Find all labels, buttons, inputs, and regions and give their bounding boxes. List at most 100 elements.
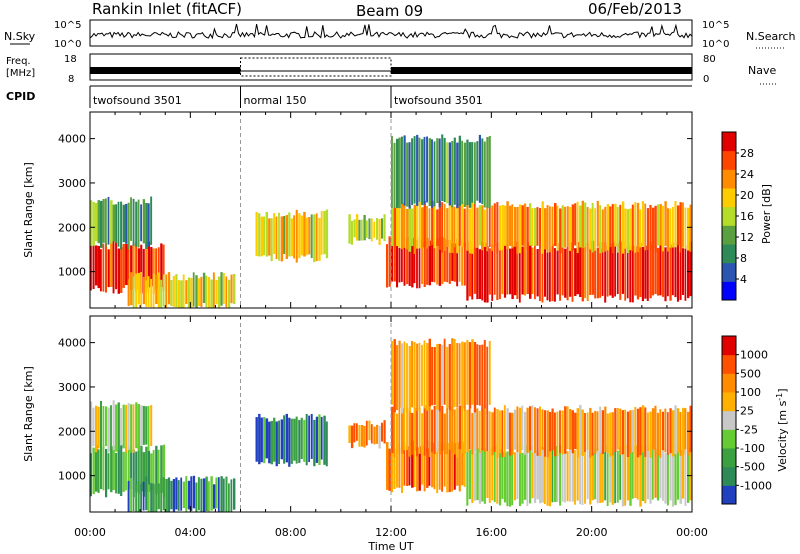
echo-column [531, 247, 534, 294]
velocity-colorbar-title: Velocity [m s-1] [775, 388, 789, 471]
echo-column [443, 137, 446, 202]
echo-column [669, 450, 672, 501]
echo-column [436, 209, 439, 246]
echo-column [493, 446, 496, 503]
echo-column [644, 451, 647, 504]
colorbar-swatch [722, 281, 736, 301]
echo-column [493, 407, 496, 452]
echo-column [117, 201, 120, 247]
power-heatmap-cells [90, 112, 692, 308]
echo-column [350, 220, 353, 245]
echo-column [619, 204, 622, 249]
echo-column [626, 411, 630, 457]
echo-column [150, 483, 153, 512]
colorbar-swatch [722, 429, 736, 449]
echo-column [130, 449, 133, 490]
echo-column [631, 204, 634, 252]
echo-column [90, 245, 92, 291]
echo-column [651, 207, 655, 248]
echo-column [393, 406, 396, 458]
echo-column [446, 142, 449, 204]
echo-column [413, 136, 416, 204]
echo-column [448, 201, 451, 253]
echo-column [162, 477, 165, 511]
echo-column [544, 448, 546, 505]
echo-column [401, 441, 403, 493]
echo-column [130, 404, 133, 453]
echo-column [581, 246, 584, 302]
echo-column [162, 274, 165, 307]
echo-column [127, 403, 130, 450]
echo-column [503, 243, 507, 298]
echo-column [534, 208, 537, 246]
echo-column [438, 411, 442, 455]
echo-column [631, 409, 634, 453]
echo-column [448, 142, 451, 206]
echo-column [626, 209, 630, 253]
echo-column [589, 247, 592, 295]
echo-column [222, 273, 225, 304]
echo-column [358, 425, 361, 447]
echo-column [584, 246, 587, 299]
echo-column [396, 345, 399, 411]
echo-column [556, 411, 559, 457]
echo-column [416, 240, 418, 289]
velocity-axes: 1000 2000 3000 4000 [58, 316, 693, 512]
echo-column [401, 239, 403, 282]
echo-column [207, 277, 211, 308]
echo-column [601, 446, 604, 503]
echo-column [147, 451, 151, 492]
echo-column [629, 208, 632, 251]
echo-column [498, 248, 501, 300]
echo-column [659, 204, 662, 246]
echo-column [411, 238, 414, 288]
echo-column [498, 205, 501, 251]
echo-column [160, 279, 163, 308]
echo-column [526, 450, 529, 506]
echo-column [258, 413, 261, 465]
echo-column [601, 410, 604, 454]
echo-column [571, 447, 574, 502]
echo-column [428, 338, 431, 407]
velocity-ylabel: Slant Range [km] [22, 366, 35, 462]
echo-column [431, 243, 434, 282]
echo-column [285, 413, 288, 463]
echo-column [521, 246, 524, 295]
echo-column [629, 244, 632, 303]
echo-column [448, 449, 451, 492]
echo-column [536, 451, 539, 500]
echo-column [594, 410, 597, 454]
echo-column [488, 411, 491, 450]
echo-column [641, 405, 645, 453]
x-tick-label: 20:00 [576, 526, 608, 539]
echo-column [503, 405, 506, 457]
echo-column [416, 134, 419, 206]
echo-column [157, 247, 160, 288]
echo-column [383, 420, 386, 444]
echo-column [421, 345, 423, 406]
echo-column [458, 405, 462, 450]
echo-column [549, 249, 551, 302]
echo-column [631, 245, 634, 303]
echo-column [228, 483, 230, 512]
echo-column [526, 407, 529, 453]
echo-column [679, 202, 682, 253]
echo-column [461, 140, 463, 205]
echo-column [396, 138, 399, 208]
echo-column [569, 409, 572, 450]
echo-column [649, 205, 652, 249]
echo-column [526, 206, 529, 248]
echo-column [483, 242, 487, 303]
echo-column [433, 444, 436, 490]
echo-column [110, 200, 113, 244]
echo-column [398, 447, 401, 488]
echo-column [406, 142, 409, 207]
echo-column [511, 204, 514, 249]
echo-column [664, 453, 667, 504]
echo-column [92, 447, 95, 495]
echo-column [451, 141, 454, 208]
echo-column [120, 444, 123, 496]
echo-column [506, 242, 509, 295]
echo-column [441, 202, 443, 253]
echo-column [408, 237, 411, 286]
